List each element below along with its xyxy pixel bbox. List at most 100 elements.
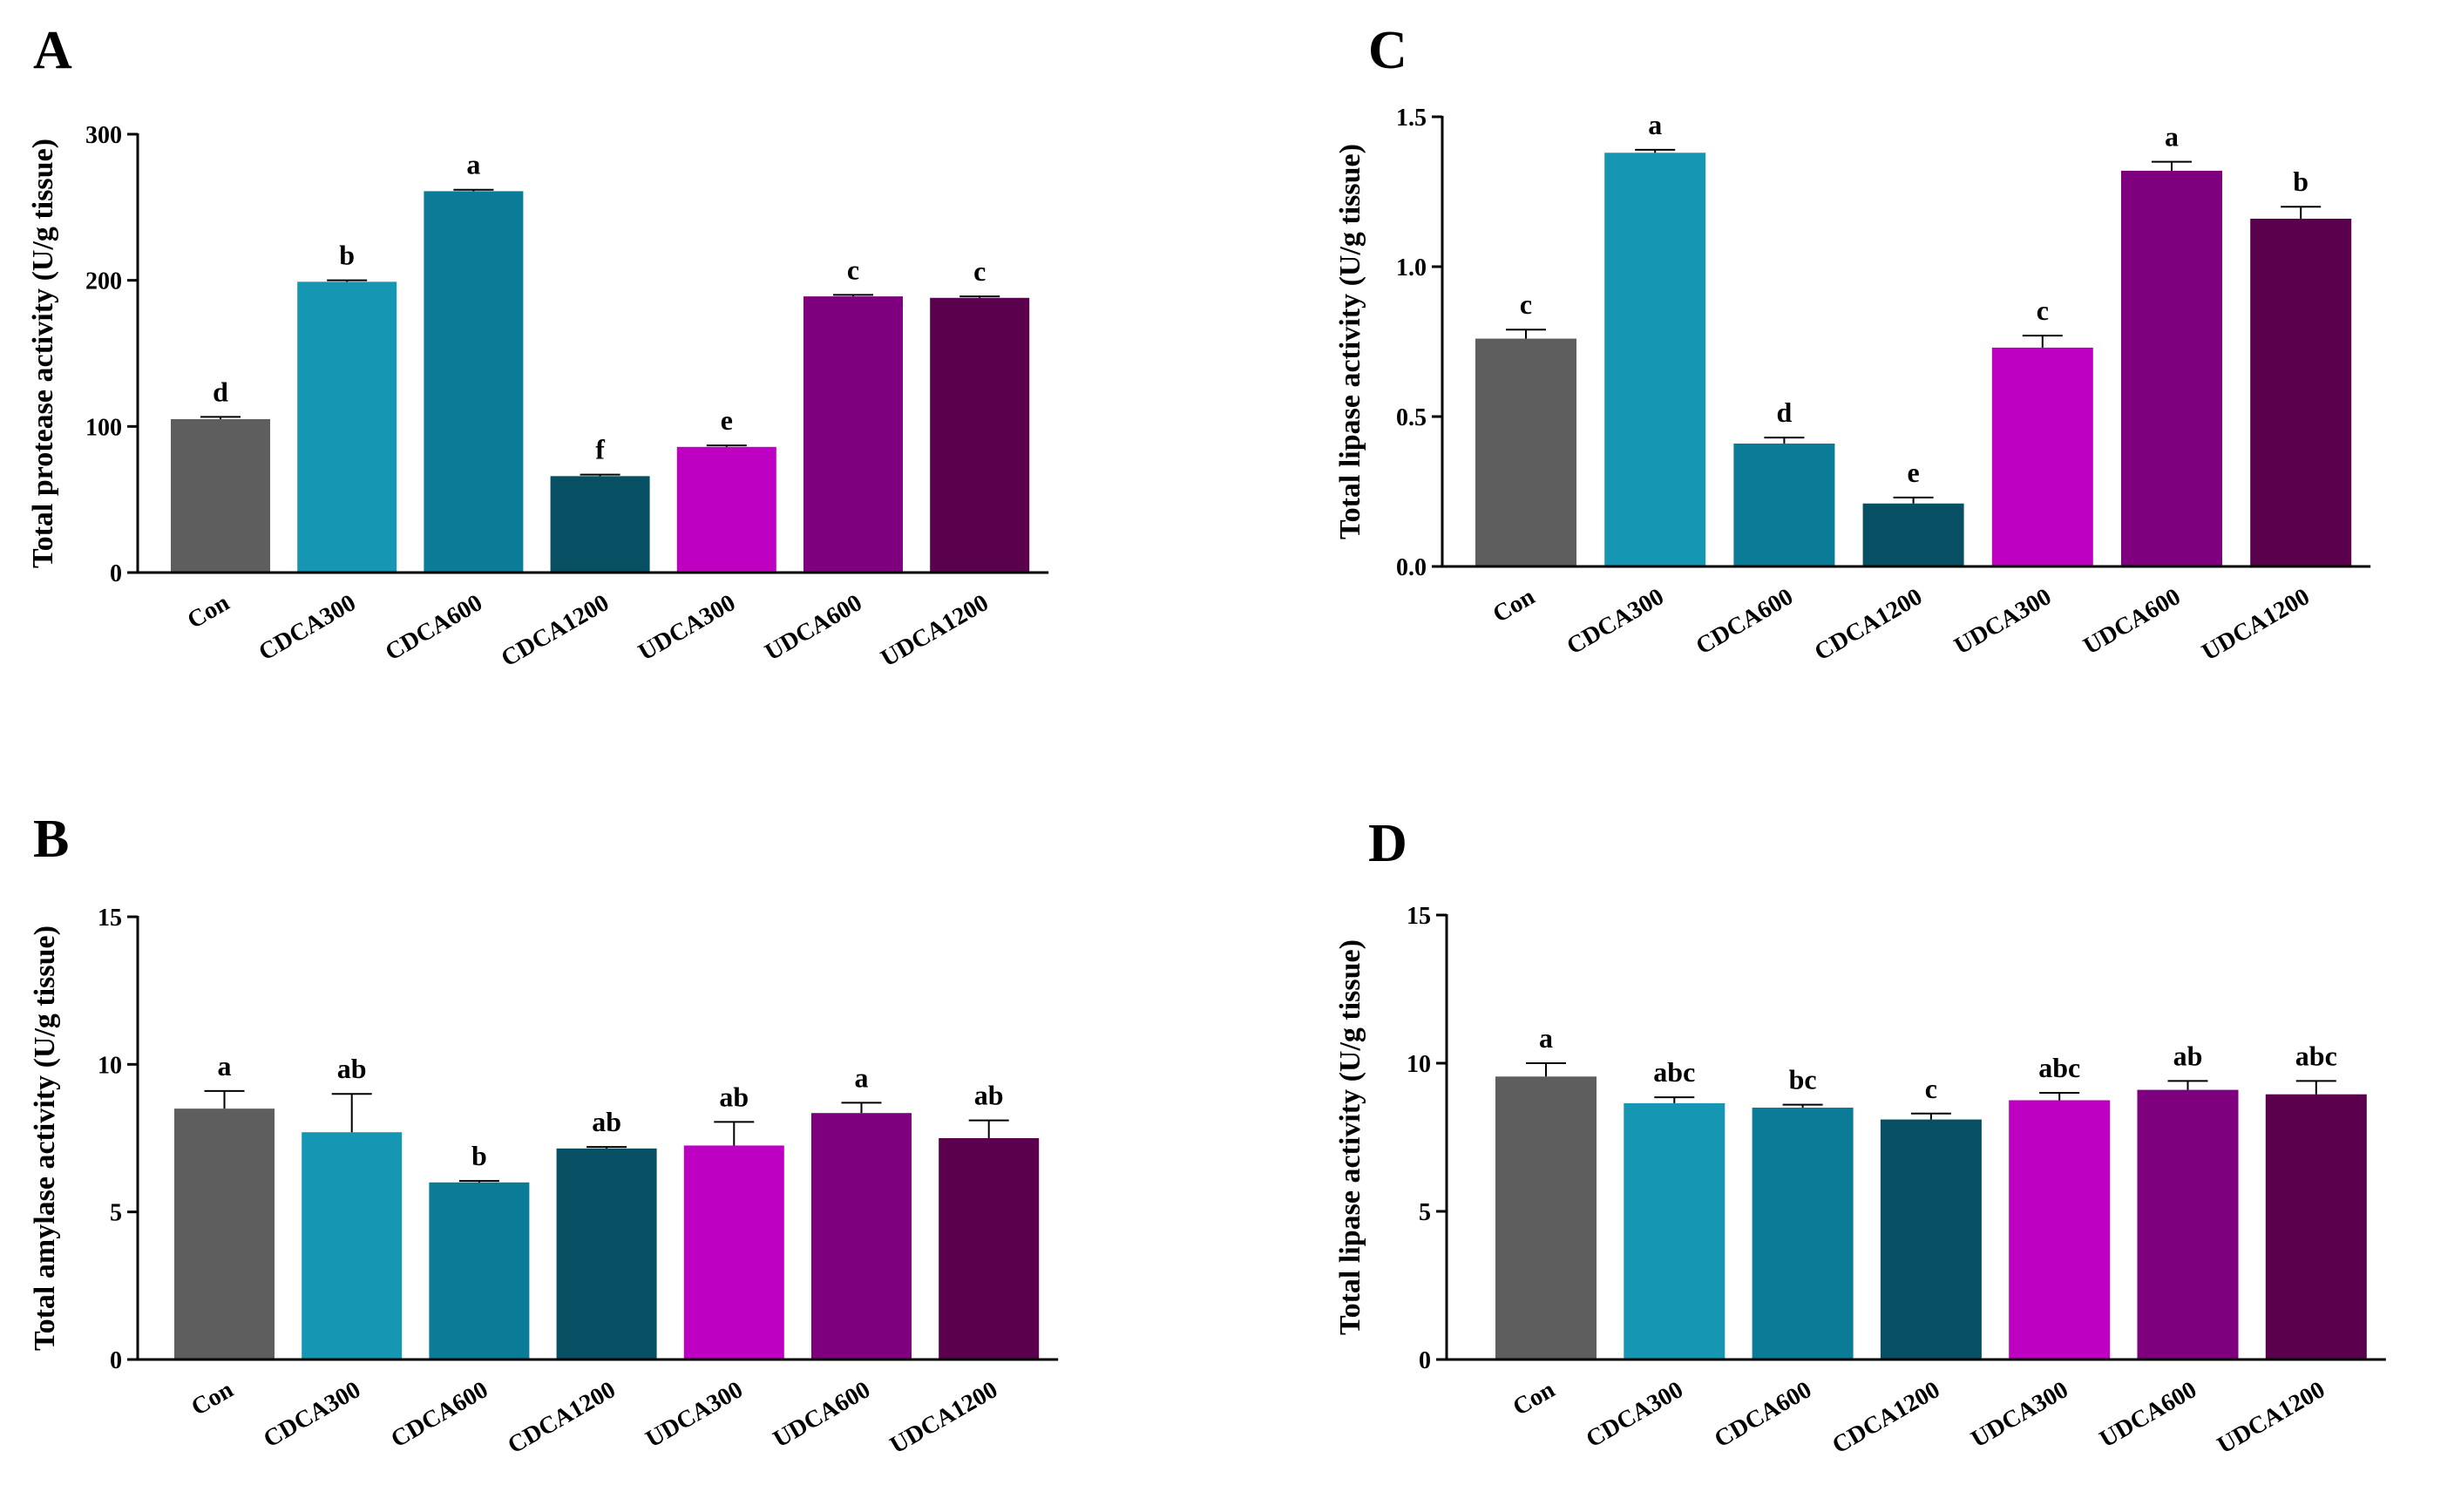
category-label: CDCA300 [1563, 583, 1669, 660]
bar-udca600 [803, 296, 903, 573]
category-label: UDCA600 [769, 1376, 875, 1453]
panel-letter: A [33, 21, 72, 80]
y-axis-title: Total protease activity (U/g tissue) [27, 139, 59, 568]
bar-con [1475, 338, 1576, 566]
category-label: UDCA300 [1949, 583, 2056, 660]
bar-con [174, 1109, 275, 1359]
significance-letter: ab [592, 1106, 621, 1137]
category-label: UDCA300 [641, 1376, 748, 1453]
y-tick-label: 10 [1407, 1051, 1431, 1078]
significance-letter: c [1925, 1073, 1937, 1104]
significance-letter: a [855, 1061, 869, 1093]
bar-cdca300 [1604, 153, 1706, 566]
y-tick-label: 0 [110, 1347, 122, 1374]
y-axis-title: Total amylase activity (U/g tissue) [29, 926, 61, 1351]
bar-cdca1200 [1880, 1119, 1982, 1359]
significance-letter: abc [2295, 1040, 2337, 1071]
category-label: UDCA1200 [2213, 1376, 2329, 1459]
category-label: UDCA600 [761, 589, 867, 666]
panel-c: C Total lipase activity (U/g tissue) c Con a… [1334, 21, 2371, 667]
y-tick-label: 0.0 [1396, 554, 1427, 581]
significance-letter: a [218, 1050, 232, 1081]
panel-letter: B [33, 810, 69, 869]
y-tick-label: 15 [1407, 903, 1431, 930]
category-label: CDCA300 [259, 1376, 365, 1453]
category-label: UDCA1200 [2198, 583, 2315, 666]
category-label: UDCA1200 [885, 1376, 1002, 1459]
bar-udca300 [683, 1145, 784, 1359]
significance-letter: e [721, 404, 733, 436]
bar-udca300 [1991, 347, 2093, 566]
y-tick-label: 0 [110, 560, 122, 587]
significance-letter: abc [2038, 1052, 2080, 1083]
bar-cdca600 [1752, 1108, 1854, 1359]
bar-cdca300 [1624, 1102, 1725, 1359]
bar-udca300 [676, 446, 776, 573]
significance-letter: f [595, 434, 605, 465]
significance-letter: ab [337, 1053, 367, 1084]
significance-letter: a [1648, 109, 1662, 140]
y-tick-label: 5 [110, 1200, 122, 1227]
category-label: CDCA600 [1692, 583, 1798, 660]
category-label: CDCA1200 [504, 1376, 620, 1459]
significance-letter: a [1539, 1022, 1553, 1054]
y-tick-label: 1.0 [1396, 254, 1427, 281]
y-tick-label: 200 [85, 268, 122, 295]
significance-letter: b [2293, 166, 2308, 197]
y-axis-title: Total lipase activity (U/g tissue) [1334, 939, 1366, 1335]
bar-udca1200 [930, 297, 1030, 573]
bar-udca600 [2137, 1089, 2239, 1359]
bar-udca1200 [2265, 1094, 2367, 1359]
bar-cdca600 [1733, 443, 1835, 566]
bar-udca1200 [2250, 218, 2352, 566]
category-label: Con [1488, 583, 1540, 628]
category-label: CDCA600 [386, 1376, 492, 1453]
bar-con [171, 418, 270, 573]
significance-letter: c [847, 254, 859, 285]
significance-letter: b [471, 1140, 487, 1171]
y-tick-label: 300 [85, 122, 122, 149]
category-label: UDCA300 [1967, 1376, 2073, 1453]
category-label: Con [183, 589, 234, 634]
category-label: Con [1508, 1376, 1560, 1421]
bar-cdca1200 [556, 1148, 657, 1359]
y-tick-label: 10 [98, 1052, 122, 1079]
bar-cdca600 [429, 1182, 530, 1359]
significance-letter: d [213, 376, 228, 407]
significance-letter: b [339, 240, 355, 271]
category-label: UDCA600 [2095, 1376, 2201, 1453]
y-tick-label: 0.5 [1396, 404, 1427, 431]
significance-letter: bc [1789, 1064, 1817, 1095]
significance-letter: ab [719, 1081, 749, 1112]
y-tick-label: 1.5 [1396, 105, 1427, 132]
bar-cdca1200 [1862, 503, 1964, 566]
category-label: UDCA1200 [877, 589, 993, 672]
bar-cdca1200 [550, 476, 650, 573]
bar-cdca300 [297, 281, 397, 573]
category-label: CDCA1200 [1810, 583, 1927, 666]
bar-con [1495, 1076, 1597, 1359]
bar-udca600 [811, 1113, 912, 1359]
significance-letter: a [2165, 121, 2179, 153]
category-label: CDCA600 [1710, 1376, 1816, 1453]
panel-letter: C [1368, 21, 1407, 80]
bar-cdca300 [302, 1132, 403, 1359]
category-label: CDCA600 [381, 589, 487, 666]
significance-letter: ab [974, 1080, 1004, 1111]
significance-letter: e [1907, 457, 1919, 488]
category-label: CDCA300 [254, 589, 361, 666]
category-label: CDCA1200 [1827, 1376, 1944, 1459]
significance-letter: d [1777, 397, 1793, 428]
panel-d: D Total lipase activity (U/g tissue) a Con a… [1334, 814, 2386, 1460]
y-tick-label: 5 [1419, 1199, 1431, 1226]
y-tick-label: 0 [1419, 1347, 1431, 1374]
y-tick-label: 15 [98, 905, 122, 932]
y-tick-label: 100 [85, 414, 122, 441]
category-label: CDCA1200 [497, 589, 614, 672]
y-axis-title: Total lipase activity (U/g tissue) [1334, 144, 1366, 539]
panel-b: B Total amylase activity (U/g tissue) a Con… [29, 810, 1059, 1460]
category-label: UDCA300 [634, 589, 740, 666]
panel-letter: D [1368, 814, 1407, 873]
panel-a: A Total protease activity (U/g tissue) d Co… [27, 21, 1049, 673]
